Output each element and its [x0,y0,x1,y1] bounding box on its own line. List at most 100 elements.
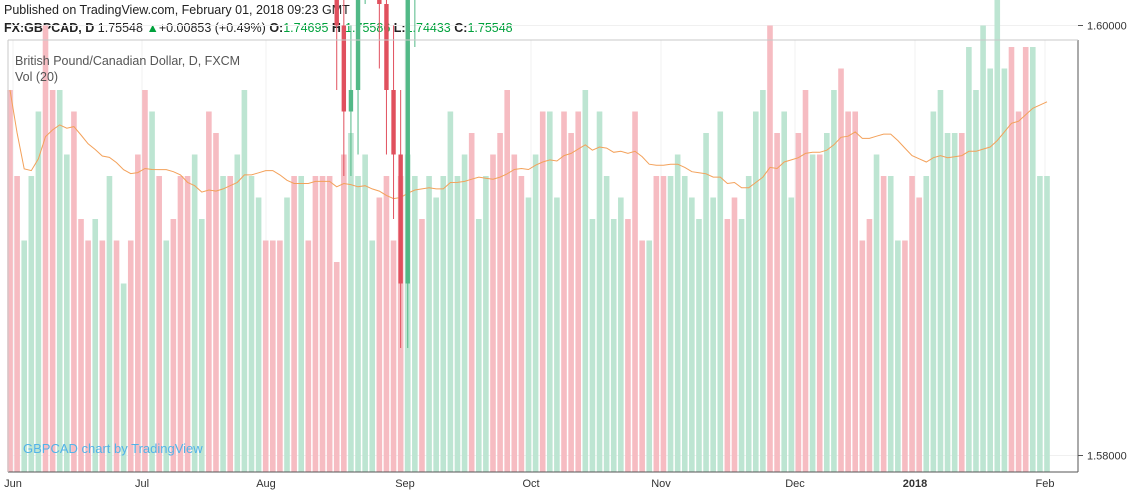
volume-bar [191,154,198,472]
change-up-arrow-icon: ▲ [146,21,159,35]
change-value: +0.00853 (+0.49%) [158,21,266,35]
volume-bar [646,240,653,472]
volume-bar [135,154,141,472]
volume-bar [653,176,660,472]
candle-body [398,154,403,284]
volume-bars [7,0,1050,472]
volume-bar [127,240,134,472]
volume-bar [298,176,305,472]
volume-bar [1044,176,1050,472]
volume-bar [468,133,475,472]
volume-bar [539,111,546,472]
volume-bar [1022,47,1029,472]
volume-bar [958,133,965,472]
close-label: C: [454,21,468,35]
volume-bar [859,240,866,472]
volume-bar [213,133,219,472]
volume-bar [774,133,780,472]
volume-bar [689,197,695,472]
volume-bar [269,240,276,472]
volume-bar [497,133,503,472]
volume-bar [610,219,617,472]
volume-bar [731,197,738,472]
volume-bar [42,25,49,472]
volume-bar [490,154,496,472]
volume-bar [220,176,226,472]
x-tick-label: Oct [522,478,539,490]
volume-bar [966,47,972,472]
volume-bar [930,111,937,472]
candle-body [341,25,347,112]
volume-bar [696,219,702,472]
volume-bar [227,176,233,472]
volume-bar [660,176,667,472]
volume-bar [7,90,13,472]
watermark-link[interactable]: GBPCAD chart by TradingView [23,441,203,456]
volume-bar [305,240,312,472]
volume-bar [511,154,518,472]
volume-bar [951,133,958,472]
low-label: L: [393,21,406,35]
volume-bar [674,154,681,472]
volume-bar [568,133,574,472]
volume-bar [241,90,248,472]
published-line: Published on TradingView.com, February 0… [4,3,350,17]
x-tick-label: Feb [1036,478,1055,490]
volume-bar [21,240,28,472]
volume-bar [1037,176,1043,472]
low-value: 1.74433 [405,21,451,35]
volume-bar [14,176,20,472]
volume-bar [582,90,589,472]
volume-bar [248,176,255,472]
volume-bar [944,133,951,472]
volume-bar [291,176,297,472]
volume-bar [284,197,290,472]
volume-bar [973,90,979,472]
volume-bar [802,90,809,472]
volume-bar [745,176,752,472]
candle-body [384,4,389,90]
last-price: 1.75548 [97,21,143,35]
volume-bar [1029,47,1036,472]
axes: 1.760001.740001.720001.700001.680001.660… [4,21,1127,491]
volume-bar [85,240,91,472]
volume-bar [319,176,326,472]
y-tick-label: 1.60000 [1087,21,1127,33]
volume-bar [426,176,432,472]
volume-bar [362,154,368,472]
volume-bar [461,154,468,472]
volume-bar [78,219,84,472]
open-value: 1.74695 [283,21,329,35]
candle-body [405,0,410,284]
volume-bar [752,111,759,472]
volume-bar [504,90,510,472]
candle-body [334,0,339,26]
volume-bar [980,25,986,472]
volume-bar [987,68,993,472]
candle-body [355,0,361,90]
volume-bar [525,197,532,472]
volume-bar [28,176,35,472]
volume-bar [1001,68,1008,472]
volume-bar [795,133,802,472]
candle-body [391,90,396,155]
volume-bar [703,133,709,472]
volume-bar [71,111,77,472]
symbol: FX:GBPCAD, D [4,21,95,35]
volume-bar [390,240,397,472]
volume-bar [206,111,212,472]
volume-bar [113,240,120,472]
volume-bar [831,90,837,472]
volume-bar [767,25,773,472]
chart-title: British Pound/Canadian Dollar, D, FXCM [15,54,241,68]
volume-bar [1015,111,1022,472]
volume-bar [56,90,63,472]
volume-bar [383,176,390,472]
volume-bar [589,219,596,472]
volume-bar [532,154,539,472]
volume-bar [355,176,361,472]
volume-bar [667,176,674,472]
volume-bar [681,176,688,472]
volume-bar [625,219,631,472]
